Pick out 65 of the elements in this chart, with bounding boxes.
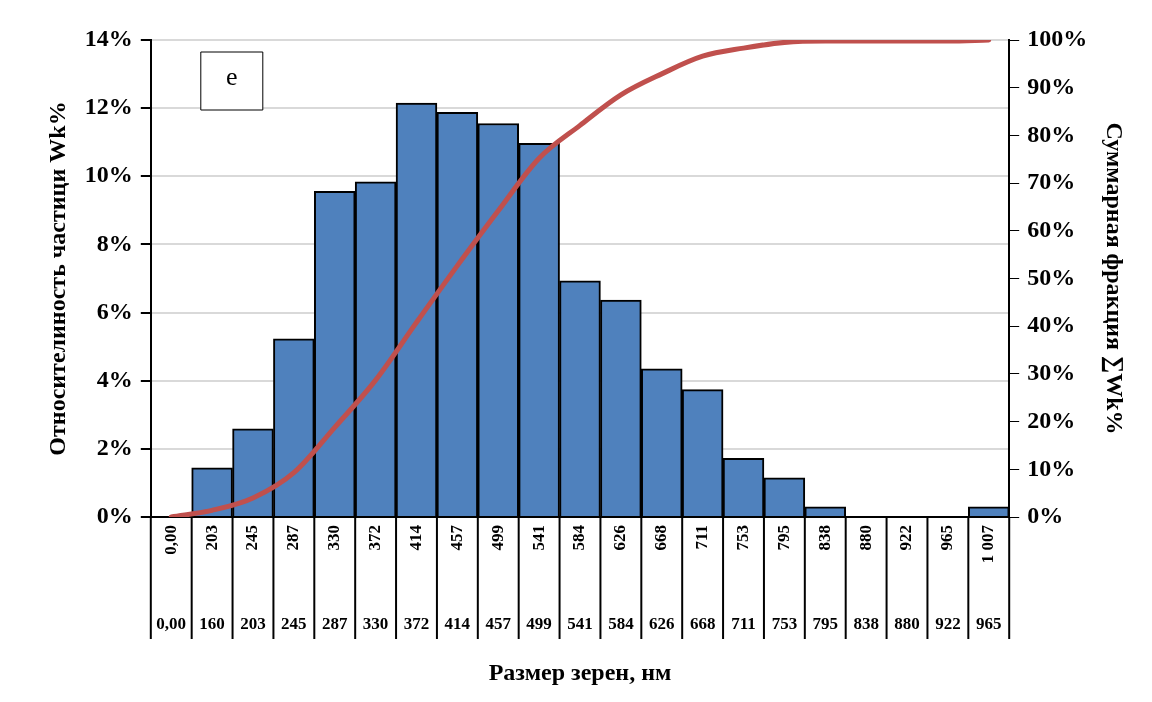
y-tick-label: 12% — [84, 93, 133, 120]
y-tick-label: 14% — [84, 25, 133, 52]
x-tick-label: 414 — [405, 524, 425, 551]
y2-tick-label: 0% — [1027, 502, 1064, 529]
y2-tick-label: 70% — [1027, 168, 1076, 195]
y2-axis-title: Суммарная фракция ∑Wk% — [1101, 122, 1129, 435]
text: 880 — [894, 614, 920, 634]
y2-tick-label: 40% — [1027, 311, 1076, 338]
text: 0,00 — [156, 614, 187, 634]
text: 541 — [567, 614, 593, 634]
x-tick-label: 0,00 — [160, 525, 180, 555]
y2-tick-label: 50% — [1027, 263, 1076, 290]
text: 245 — [281, 614, 307, 634]
y-tick-label: 2% — [96, 434, 133, 461]
x-tick-label: 203 — [201, 525, 221, 551]
text: 922 — [935, 614, 961, 634]
x-tick-label: 668 — [651, 525, 671, 551]
x-tick-label: 711 — [692, 525, 712, 550]
text: 457 — [485, 614, 512, 634]
text: 287 — [321, 614, 348, 634]
x-tick-label: 330 — [324, 525, 344, 551]
text: 965 — [976, 614, 1002, 634]
annotation: e — [226, 61, 238, 91]
text: 711 — [731, 614, 756, 634]
x-tick-label: 922 — [896, 525, 916, 551]
text: 753 — [771, 614, 798, 634]
text: 584 — [608, 614, 635, 634]
text: 203 — [240, 614, 266, 634]
y2-tick-label: 10% — [1027, 454, 1076, 481]
x-tick-label: 245 — [242, 525, 262, 551]
x-tick-label: 753 — [732, 525, 752, 551]
y-tick-label: 10% — [84, 161, 133, 188]
text: 160 — [199, 614, 225, 634]
text: 838 — [853, 614, 879, 634]
y-axis-title: Относителиность частици Wk% — [43, 101, 70, 456]
y2-tick-label: 80% — [1027, 120, 1076, 147]
text: 499 — [526, 614, 552, 634]
text: 372 — [403, 614, 430, 634]
text: 668 — [689, 614, 716, 634]
x-tick-label: 372 — [365, 525, 385, 551]
y2-tick-label: 30% — [1027, 359, 1076, 386]
y-tick-label: 8% — [96, 229, 133, 256]
x-tick-label: 880 — [855, 525, 875, 551]
y-tick-label: 4% — [96, 365, 133, 392]
y2-tick-label: 100% — [1027, 25, 1088, 52]
x-tick-label: 965 — [937, 525, 957, 551]
x-tick-label: 499 — [487, 525, 507, 551]
y2-tick-label: 60% — [1027, 216, 1076, 242]
text: 626 — [649, 614, 675, 634]
text: 795 — [812, 614, 839, 634]
text: 330 — [362, 614, 389, 634]
x-tick-label: 287 — [283, 524, 303, 551]
x-tick-label: 584 — [569, 524, 589, 551]
y2-tick-label: 90% — [1027, 72, 1076, 99]
x-tick-label: 457 — [446, 524, 466, 551]
y-tick-label: 6% — [96, 297, 133, 324]
x-tick-label: 795 — [773, 525, 793, 551]
y2-tick-label: 20% — [1027, 406, 1076, 433]
text: 414 — [444, 614, 471, 634]
x-tick-label: 626 — [610, 525, 630, 551]
x-axis-title: Размер зерен, нм — [488, 658, 672, 685]
y-tick-label: 0% — [96, 502, 133, 529]
x-tick-label: 838 — [814, 525, 834, 551]
x-tick-label: 1 007 — [978, 524, 998, 564]
x-tick-label: 541 — [528, 525, 548, 551]
